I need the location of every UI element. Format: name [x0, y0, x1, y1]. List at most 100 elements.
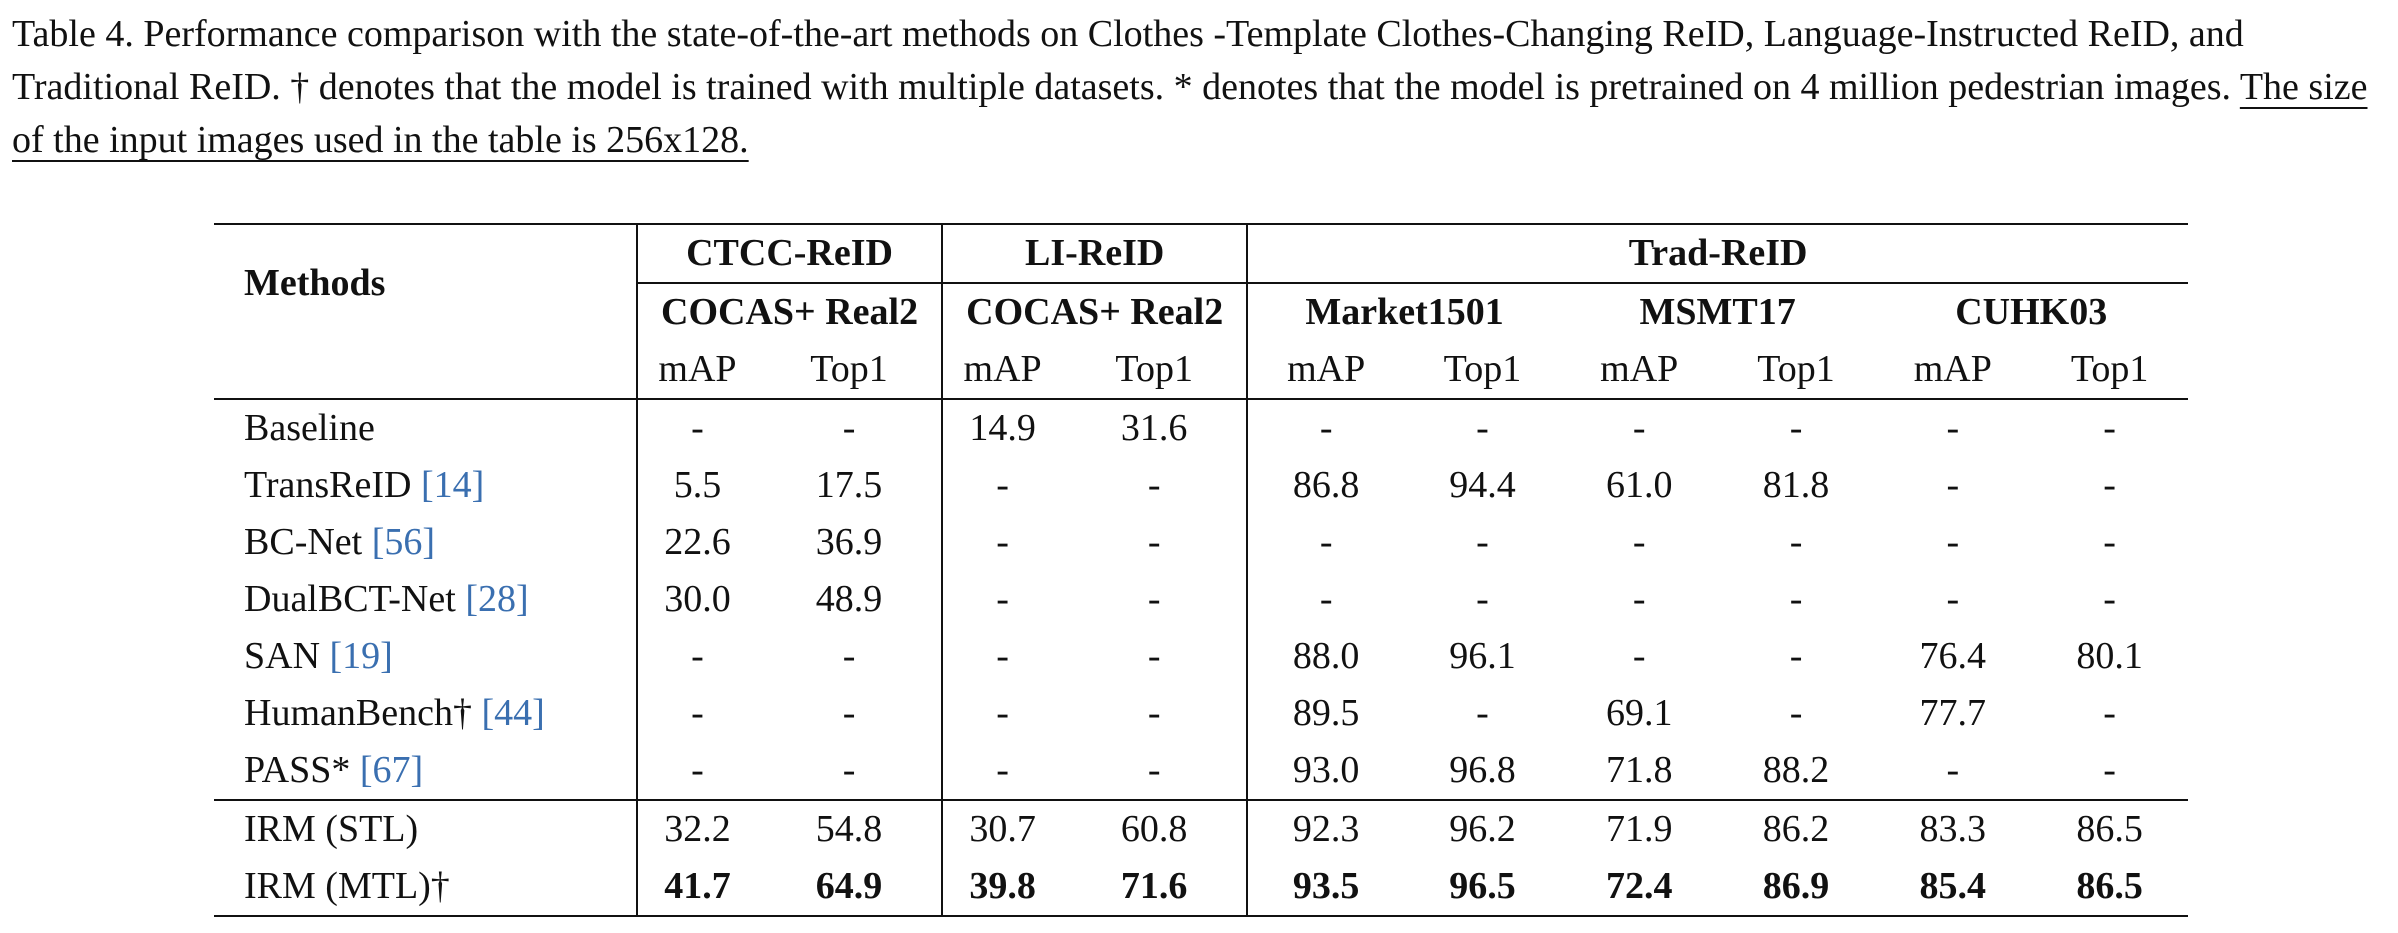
- metric-value: 30.7: [941, 800, 1063, 858]
- metric-value: -: [941, 514, 1063, 571]
- metric-value: 71.9: [1605, 808, 1673, 850]
- group-header-li: LI-ReID: [941, 224, 1248, 284]
- metric-value: -: [1246, 399, 1405, 457]
- metric-value: 94.4: [1449, 464, 1516, 506]
- metric-value: -: [635, 685, 757, 742]
- metric-value: -: [1789, 578, 1803, 620]
- method-label: BC-Net: [244, 521, 372, 563]
- metric-value: 86.9: [1762, 865, 1830, 907]
- metric-value: 96.5: [1449, 865, 1516, 907]
- metric-value: 61.0: [1605, 464, 1673, 506]
- metric-value: -: [842, 749, 856, 791]
- table-body: Baseline - -14.9 31.6- - - - - - TransReID [14] 5.…: [214, 399, 2188, 800]
- table-header: Methods CTCC-ReID LI-ReID Trad-ReID COCA…: [214, 224, 2188, 399]
- metric-value: -: [2103, 692, 2116, 734]
- metric-value: -: [1246, 571, 1405, 628]
- metric-value: 83.3: [1919, 808, 1987, 850]
- metric-value: 48.9: [815, 578, 883, 620]
- method-label: HumanBench†: [244, 692, 482, 734]
- method-name: Baseline: [214, 399, 637, 457]
- metric-value: -: [941, 628, 1063, 685]
- metric-header-blank: [214, 341, 637, 399]
- citation-link[interactable]: [28]: [465, 578, 529, 620]
- metric-value: 93.5: [1246, 858, 1405, 916]
- caption-text: Table 4. Performance comparison with the…: [12, 13, 2244, 108]
- table-row: PASS* [67] - - - -93.0 96.8 71.8 88.2- -: [214, 742, 2188, 800]
- method-label: PASS*: [244, 749, 360, 791]
- metric-value: -: [1946, 464, 1960, 506]
- metric-value: 96.8: [1449, 749, 1516, 791]
- results-table-container: Methods CTCC-ReID LI-ReID Trad-ReID COCA…: [214, 223, 2188, 917]
- citation-link[interactable]: [14]: [421, 464, 485, 506]
- metric-value: -: [1946, 407, 1960, 449]
- metric-value: 31.6: [1120, 407, 1188, 449]
- metric-value: -: [1789, 692, 1803, 734]
- metric-value: -: [842, 635, 856, 677]
- metric-value: 96.1: [1449, 635, 1516, 677]
- dataset-header-row: COCAS+ Real2 COCAS+ Real2 Market1501 MSM…: [214, 283, 2188, 341]
- table-row: IRM (STL) 32.2 54.8 30.7 60.8 92.3 96.2 71.9 86.…: [214, 800, 2188, 858]
- metric-value: 60.8: [1120, 808, 1188, 850]
- method-name: IRM (MTL)†: [214, 858, 637, 916]
- dataset-header-msmt17: MSMT17: [1639, 291, 1796, 333]
- metric-header: Top1: [1757, 348, 1835, 390]
- method-name: IRM (STL): [214, 800, 637, 858]
- metric-value: -: [2103, 521, 2116, 563]
- metric-value: 76.4: [1919, 635, 1987, 677]
- dataset-header-li: COCAS+ Real2: [941, 283, 1248, 341]
- metric-value: -: [1476, 578, 1489, 620]
- metric-value: 54.8: [815, 808, 883, 850]
- citation-link[interactable]: [67]: [359, 749, 424, 791]
- metric-value: 71.6: [1120, 865, 1188, 907]
- metric-header: Top1: [2070, 348, 2149, 390]
- metric-value: 14.9: [941, 399, 1063, 457]
- metric-value: 41.7: [635, 858, 757, 916]
- metric-header: mAP: [941, 341, 1063, 399]
- method-label: DualBCT-Net: [244, 578, 466, 620]
- metric-value: -: [1476, 692, 1489, 734]
- metric-header: mAP: [635, 341, 757, 399]
- metric-header: Top1: [1443, 348, 1522, 390]
- metric-value: -: [1147, 578, 1161, 620]
- metric-value: 86.8: [1246, 457, 1405, 514]
- metric-header: mAP: [1246, 341, 1405, 399]
- table-row: BC-Net [56] 22.6 36.9- - - - - - - -: [214, 514, 2188, 571]
- table-row: HumanBench† [44] - - - -89.5-69.1-77.7-: [214, 685, 2188, 742]
- citation-link[interactable]: [44]: [481, 692, 545, 734]
- metric-header: Top1: [810, 348, 888, 390]
- citation-link[interactable]: [19]: [329, 635, 393, 677]
- method-label: SAN: [244, 635, 330, 677]
- dataset-header-market1501: Market1501: [1246, 283, 1561, 341]
- caption-underlined-note: The size of the input images used in the…: [12, 66, 2368, 161]
- metric-value: -: [1147, 521, 1161, 563]
- method-name: PASS* [67]: [214, 742, 637, 800]
- metric-value: 77.7: [1919, 692, 1987, 734]
- metric-value: -: [1632, 521, 1646, 563]
- metric-value: -: [1632, 578, 1646, 620]
- metric-value: 81.8: [1762, 464, 1830, 506]
- metric-value: -: [1789, 407, 1803, 449]
- group-header-ctcc: CTCC-ReID: [635, 224, 943, 284]
- metric-value: -: [1147, 635, 1161, 677]
- table-body-proposed: IRM (STL) 32.2 54.8 30.7 60.8 92.3 96.2 71.9 86.…: [214, 800, 2188, 916]
- metric-value: 69.1: [1605, 692, 1673, 734]
- metric-header: mAP: [1913, 348, 1992, 390]
- metric-value: 72.4: [1605, 865, 1673, 907]
- group-header-trad: Trad-ReID: [1246, 224, 2188, 284]
- metric-value: 88.2: [1762, 749, 1830, 791]
- metric-value: -: [2103, 464, 2116, 506]
- metric-value: 64.9: [815, 865, 883, 907]
- metric-value: 86.5: [2076, 865, 2143, 907]
- results-table: Methods CTCC-ReID LI-ReID Trad-ReID COCA…: [214, 223, 2188, 917]
- metric-value: -: [1789, 635, 1803, 677]
- table-row: DualBCT-Net [28] 30.0 48.9- - - - - - - -: [214, 571, 2188, 628]
- method-label: TransReID: [244, 464, 421, 506]
- metric-value: -: [2103, 407, 2116, 449]
- dataset-header-cuhk03: CUHK03: [1955, 291, 2108, 333]
- metric-value: 86.2: [1762, 808, 1830, 850]
- citation-link[interactable]: [56]: [371, 521, 436, 563]
- metric-value: -: [1946, 749, 1960, 791]
- method-name: SAN [19]: [214, 628, 637, 685]
- metric-value: -: [1147, 749, 1161, 791]
- metric-value: 22.6: [635, 514, 757, 571]
